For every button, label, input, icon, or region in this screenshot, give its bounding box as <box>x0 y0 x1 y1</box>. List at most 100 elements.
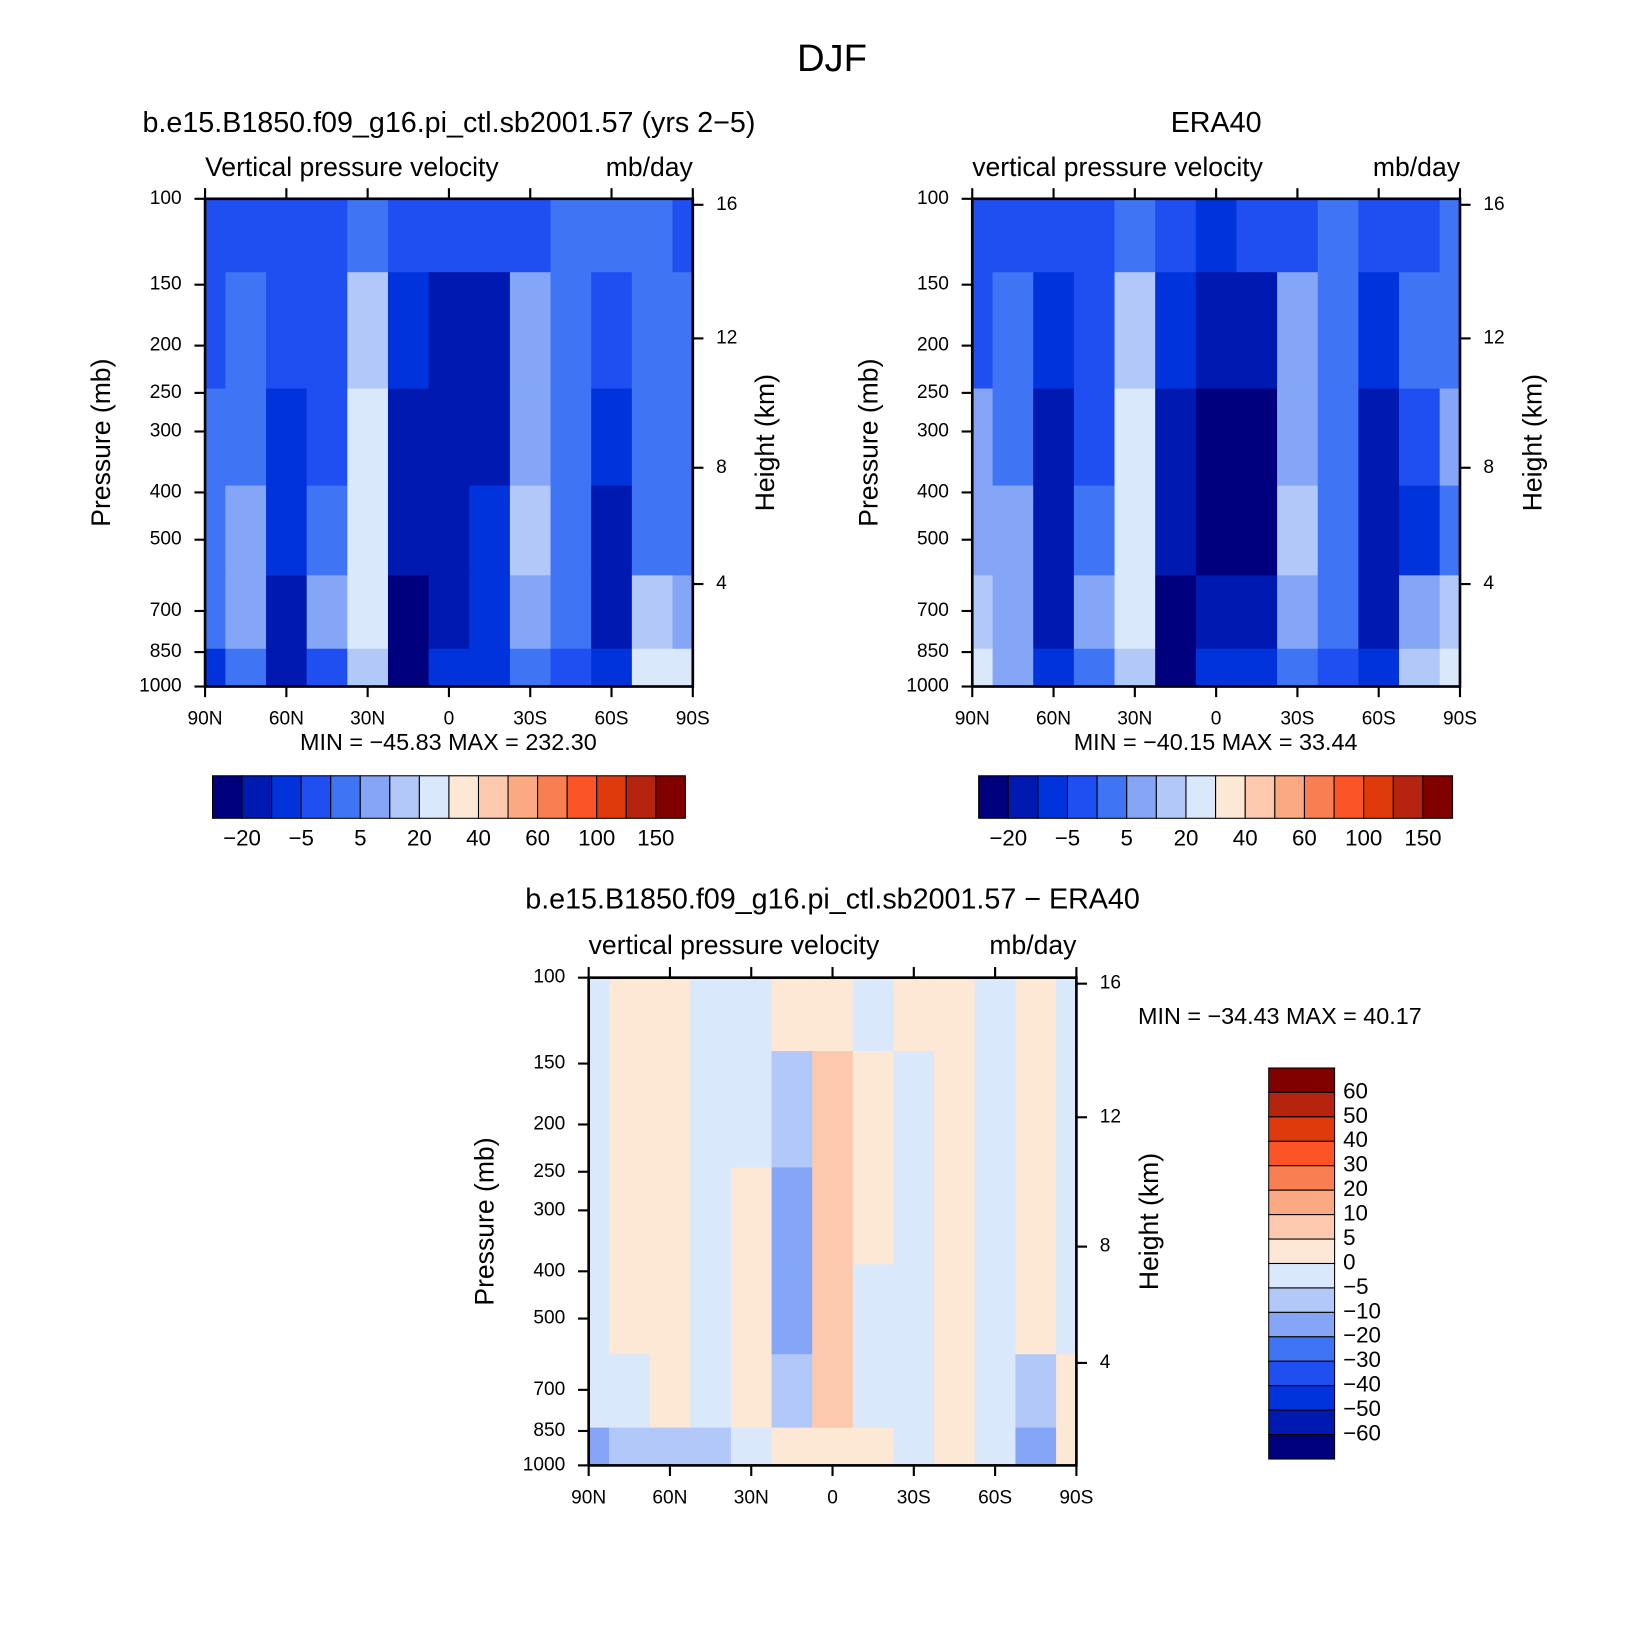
contour-cell <box>1033 198 1075 273</box>
y-tick-label: 200 <box>917 335 949 356</box>
colorbar-label: −5 <box>1343 1274 1368 1299</box>
contour-cell <box>1155 575 1197 650</box>
y2-tick-label: 12 <box>1483 327 1504 348</box>
contour-cell <box>649 1264 691 1355</box>
colorbar-label: 40 <box>1233 825 1258 850</box>
y-tick-label: 150 <box>533 1053 565 1074</box>
contour-cell <box>730 1427 773 1466</box>
contour-cell <box>469 648 511 688</box>
contour-cell <box>428 648 470 688</box>
colorbar-box <box>1268 1189 1336 1216</box>
x-tick-label: 0 <box>444 709 455 730</box>
y-axis-label: Pressure (mb) <box>86 359 116 527</box>
contour-cell <box>1114 485 1156 576</box>
contour-cell <box>428 272 470 390</box>
contour-cell <box>1358 388 1400 487</box>
contour-cell <box>608 977 651 1052</box>
x-tick-label: 90S <box>1443 709 1477 730</box>
contour-cell <box>649 1427 691 1466</box>
colorbar-box <box>1037 775 1069 819</box>
contour-cell <box>974 1051 1016 1168</box>
contour-cell <box>205 198 226 273</box>
contour-cell <box>1236 388 1278 487</box>
colorbar-box <box>1333 775 1365 819</box>
contour-cell <box>347 648 389 688</box>
contour-cell <box>550 485 592 576</box>
colorbar-box <box>566 775 598 819</box>
y2-tick-label: 8 <box>1100 1236 1111 1257</box>
contour-cell <box>852 1264 895 1355</box>
contour-cell <box>469 388 511 487</box>
contour-cell <box>1358 198 1400 273</box>
colorbar-box <box>1066 775 1098 819</box>
contour-cell <box>608 1264 651 1355</box>
contour-cell <box>225 485 267 576</box>
contour-cell <box>972 648 994 688</box>
colorbar-box <box>1268 1336 1336 1362</box>
y-tick-label: 100 <box>917 188 949 209</box>
x-tick-label: 30S <box>897 1487 931 1508</box>
colorbar-label: 20 <box>407 825 432 850</box>
colorbar-box <box>1268 1360 1336 1387</box>
colorbar-box <box>1274 775 1305 819</box>
colorbar-label: 50 <box>1343 1103 1368 1128</box>
colorbar-box <box>1268 1140 1336 1167</box>
contour-cell <box>1114 388 1156 487</box>
contour-cell <box>852 1354 895 1429</box>
contour-cell <box>588 1354 610 1429</box>
colorbar-label: 0 <box>1343 1249 1355 1274</box>
contour-cell <box>428 485 470 576</box>
contour-cell <box>591 485 633 576</box>
colorbar-box <box>241 775 273 819</box>
contour-cell <box>591 388 633 487</box>
contour-cell <box>1015 1264 1057 1355</box>
colorbar-label: −60 <box>1343 1420 1381 1445</box>
contour-cell <box>608 1354 651 1429</box>
contour-cell <box>852 1051 895 1168</box>
y2-tick-label: 16 <box>1483 194 1504 215</box>
contour-cell <box>550 388 592 487</box>
contour-cell <box>1015 1427 1057 1466</box>
contour-cell <box>387 485 430 576</box>
contour-cell <box>1236 485 1278 576</box>
colorbar-box <box>300 775 332 819</box>
colorbar-label: −50 <box>1343 1396 1381 1421</box>
y-tick-label: 700 <box>917 600 949 621</box>
contour-cell <box>992 388 1034 487</box>
contour-cell <box>1015 1354 1057 1429</box>
colorbar-label: 40 <box>466 825 491 850</box>
contour-cell <box>1033 575 1075 650</box>
colorbar-label: −20 <box>223 825 261 850</box>
y2-tick-label: 4 <box>716 573 727 594</box>
contour-cell <box>1439 485 1461 576</box>
y-tick-label: 1000 <box>523 1454 566 1475</box>
contour-cell <box>1358 272 1400 390</box>
contour-cell <box>934 1427 976 1466</box>
contour-cell <box>974 1264 1016 1355</box>
contour-cell <box>1277 272 1319 390</box>
y2-tick-label: 8 <box>716 457 727 478</box>
contour-cell <box>972 575 994 650</box>
contour-cell <box>469 198 511 273</box>
contour-cell <box>812 1167 854 1266</box>
contour-cell <box>591 198 633 273</box>
contour-cell <box>893 1427 935 1466</box>
contour-cell <box>266 198 308 273</box>
y-tick-label: 150 <box>917 274 949 295</box>
contour-cell <box>649 977 691 1052</box>
contour-cell <box>1155 272 1197 390</box>
panel-title: b.e15.B1850.f09_g16.pi_ctl.sb2001.57 (yr… <box>142 107 755 139</box>
contour-cell <box>387 272 430 390</box>
colorbar-box <box>1268 1311 1336 1338</box>
colorbar-box <box>211 775 243 819</box>
y2-tick-label: 16 <box>1100 973 1121 994</box>
colorbar-label: 10 <box>1343 1201 1368 1226</box>
contour-cell <box>771 1427 813 1466</box>
x-tick-label: 0 <box>1211 709 1222 730</box>
colorbar-label: 5 <box>1343 1225 1355 1250</box>
colorbar-box <box>507 775 539 819</box>
colorbar-label: −40 <box>1343 1372 1381 1397</box>
contour-cell <box>1277 388 1319 487</box>
panel-title: b.e15.B1850.f09_g16.pi_ctl.sb2001.57 − E… <box>525 884 1140 916</box>
contour-cell <box>225 272 267 390</box>
